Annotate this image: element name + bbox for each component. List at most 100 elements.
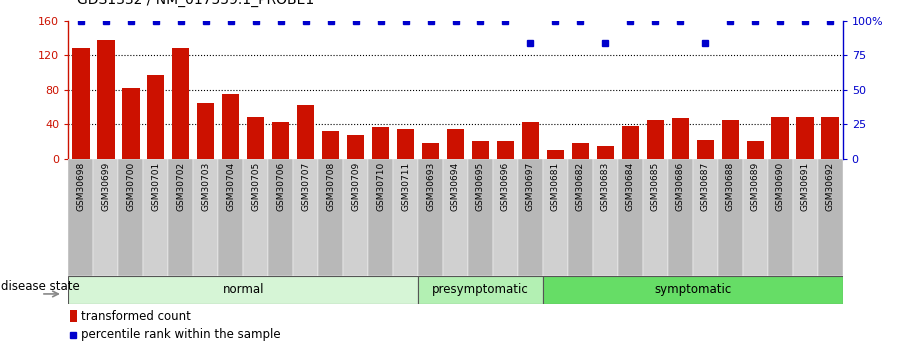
Bar: [568, 159, 593, 276]
Bar: [443, 159, 468, 276]
Bar: [722, 120, 739, 159]
Text: GSM30697: GSM30697: [526, 162, 535, 211]
Text: GSM30695: GSM30695: [476, 162, 485, 211]
Text: symptomatic: symptomatic: [654, 283, 732, 296]
Bar: [219, 159, 243, 276]
Bar: [72, 48, 89, 159]
Text: GSM30690: GSM30690: [776, 162, 784, 211]
Bar: [697, 140, 714, 159]
Text: GSM30682: GSM30682: [576, 162, 585, 211]
Bar: [268, 159, 293, 276]
Bar: [93, 159, 118, 276]
Bar: [796, 117, 814, 159]
Text: disease state: disease state: [1, 280, 79, 293]
Bar: [493, 159, 518, 276]
Bar: [643, 159, 668, 276]
Text: GSM30681: GSM30681: [551, 162, 560, 211]
Bar: [68, 159, 93, 276]
Bar: [293, 159, 318, 276]
Bar: [772, 117, 789, 159]
Bar: [372, 127, 389, 159]
Bar: [618, 159, 643, 276]
Bar: [197, 103, 214, 159]
Text: GSM30701: GSM30701: [151, 162, 160, 211]
Text: GSM30703: GSM30703: [201, 162, 210, 211]
Bar: [393, 159, 418, 276]
Text: GSM30693: GSM30693: [426, 162, 435, 211]
Text: GSM30691: GSM30691: [801, 162, 810, 211]
Bar: [193, 159, 219, 276]
Bar: [597, 146, 614, 159]
Bar: [472, 141, 489, 159]
Bar: [318, 159, 343, 276]
Bar: [172, 48, 189, 159]
Bar: [343, 159, 368, 276]
Bar: [768, 159, 793, 276]
Bar: [668, 159, 692, 276]
Bar: [122, 88, 139, 159]
Text: GSM30700: GSM30700: [127, 162, 135, 211]
Bar: [222, 94, 240, 159]
Bar: [70, 310, 77, 322]
Bar: [692, 159, 718, 276]
Bar: [271, 122, 290, 159]
Text: GSM30685: GSM30685: [650, 162, 660, 211]
Bar: [543, 276, 843, 304]
Bar: [468, 159, 493, 276]
Text: GSM30705: GSM30705: [251, 162, 261, 211]
Bar: [322, 131, 339, 159]
Text: GSM30688: GSM30688: [726, 162, 735, 211]
Text: GSM30709: GSM30709: [351, 162, 360, 211]
Bar: [543, 159, 568, 276]
Bar: [621, 126, 640, 159]
Bar: [572, 143, 589, 159]
Bar: [647, 120, 664, 159]
Bar: [818, 159, 843, 276]
Text: GSM30687: GSM30687: [701, 162, 710, 211]
Bar: [418, 159, 443, 276]
Text: GSM30708: GSM30708: [326, 162, 335, 211]
Text: GSM30711: GSM30711: [401, 162, 410, 211]
Text: GSM30702: GSM30702: [176, 162, 185, 211]
Bar: [593, 159, 618, 276]
Text: GSM30683: GSM30683: [601, 162, 609, 211]
Text: normal: normal: [222, 283, 264, 296]
Text: presymptomatic: presymptomatic: [432, 283, 529, 296]
Text: GSM30694: GSM30694: [451, 162, 460, 211]
Bar: [118, 159, 143, 276]
Bar: [718, 159, 742, 276]
Bar: [522, 122, 539, 159]
Text: GSM30707: GSM30707: [302, 162, 310, 211]
Text: GSM30710: GSM30710: [376, 162, 385, 211]
Bar: [793, 159, 818, 276]
Bar: [347, 135, 364, 159]
Text: GSM30698: GSM30698: [77, 162, 86, 211]
Bar: [243, 159, 268, 276]
Bar: [822, 117, 839, 159]
Bar: [446, 128, 465, 159]
Bar: [97, 40, 115, 159]
Bar: [518, 159, 543, 276]
Text: GDS1332 / NM_017559.1_PROBE1: GDS1332 / NM_017559.1_PROBE1: [77, 0, 314, 7]
Bar: [368, 159, 393, 276]
Text: GSM30689: GSM30689: [751, 162, 760, 211]
Text: GSM30696: GSM30696: [501, 162, 510, 211]
Bar: [746, 141, 764, 159]
Bar: [397, 128, 415, 159]
Bar: [297, 105, 314, 159]
Bar: [247, 117, 264, 159]
Bar: [169, 159, 193, 276]
Text: GSM30704: GSM30704: [226, 162, 235, 211]
Bar: [143, 159, 169, 276]
Text: transformed count: transformed count: [81, 309, 190, 323]
Text: percentile rank within the sample: percentile rank within the sample: [81, 328, 281, 341]
Bar: [68, 276, 418, 304]
Text: GSM30692: GSM30692: [825, 162, 834, 211]
Text: GSM30686: GSM30686: [676, 162, 685, 211]
Text: GSM30699: GSM30699: [101, 162, 110, 211]
Bar: [547, 150, 564, 159]
Bar: [671, 118, 689, 159]
Bar: [742, 159, 768, 276]
Bar: [496, 141, 514, 159]
Bar: [418, 276, 543, 304]
